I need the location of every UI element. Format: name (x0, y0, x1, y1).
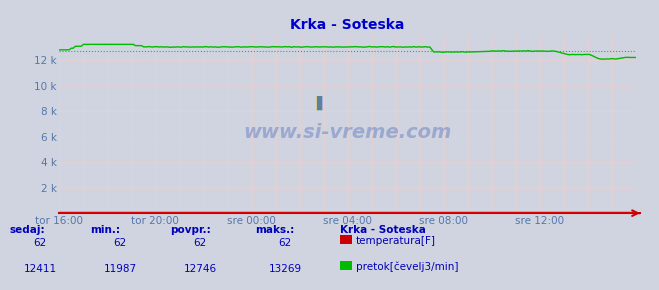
Text: 11987: 11987 (103, 264, 136, 274)
Text: 62: 62 (278, 238, 292, 248)
Text: Krka - Soteska: Krka - Soteska (340, 225, 426, 235)
Text: temperatura[F]: temperatura[F] (356, 236, 436, 246)
Title: Krka - Soteska: Krka - Soteska (291, 18, 405, 32)
Text: ▌: ▌ (316, 95, 327, 110)
Text: maks.:: maks.: (255, 225, 295, 235)
Text: 62: 62 (34, 238, 47, 248)
Bar (340, 261, 352, 270)
Text: 62: 62 (193, 238, 207, 248)
Text: 13269: 13269 (268, 264, 302, 274)
Text: 12411: 12411 (24, 264, 57, 274)
Text: min.:: min.: (90, 225, 120, 235)
Text: www.si-vreme.com: www.si-vreme.com (243, 123, 452, 142)
Text: 62: 62 (113, 238, 127, 248)
Bar (340, 235, 352, 244)
Text: sedaj:: sedaj: (10, 225, 45, 235)
Text: pretok[čevelj3/min]: pretok[čevelj3/min] (356, 262, 459, 273)
Text: 12746: 12746 (183, 264, 217, 274)
Text: ▐: ▐ (310, 95, 321, 110)
Text: povpr.:: povpr.: (170, 225, 211, 235)
